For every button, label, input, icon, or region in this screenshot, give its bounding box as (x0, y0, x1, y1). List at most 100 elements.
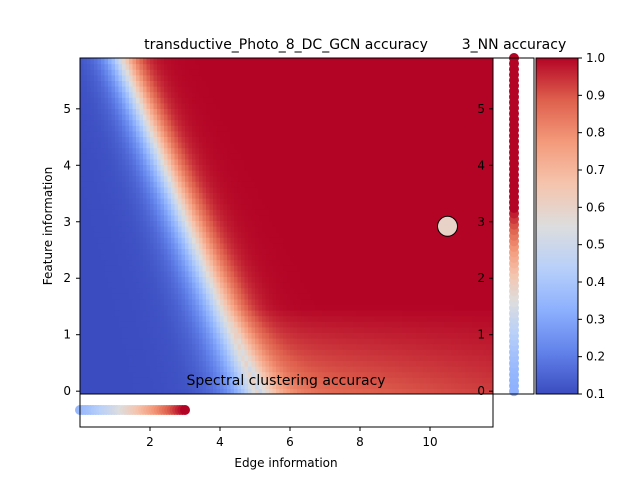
heatmap-cell (129, 270, 134, 277)
heatmap-cell (132, 91, 137, 98)
heatmap-cell (185, 97, 190, 104)
heatmap-cell (293, 158, 298, 165)
heatmap-cell (241, 164, 246, 171)
heatmap-cell (339, 282, 344, 289)
heatmap-cell (335, 377, 340, 384)
heatmap-cell (146, 209, 151, 216)
heatmap-cell (122, 242, 127, 249)
heatmap-cell (304, 287, 309, 294)
heatmap-cell (181, 338, 186, 345)
heatmap-cell (87, 147, 92, 154)
heatmap-cell (335, 338, 340, 345)
heatmap-cell (297, 354, 302, 361)
heatmap-cell (80, 248, 85, 255)
heatmap-cell (304, 80, 309, 87)
heatmap-cell (265, 80, 270, 87)
heatmap-cell (360, 343, 365, 350)
heatmap-cell (363, 164, 368, 171)
heatmap-cell (178, 80, 183, 87)
heatmap-cell (188, 338, 193, 345)
heatmap-cell (353, 214, 358, 221)
heatmap-cell (87, 304, 92, 311)
heatmap-cell (94, 181, 99, 188)
heatmap-cell (356, 114, 361, 121)
heatmap-cell (136, 74, 141, 81)
heatmap-cell (83, 198, 88, 205)
heatmap-cell (314, 226, 319, 233)
heatmap-cell (328, 153, 333, 160)
heatmap-cell (356, 388, 361, 394)
heatmap-cell (178, 354, 183, 361)
heatmap-cell (104, 192, 109, 199)
heatmap-cell (143, 265, 148, 272)
heatmap-cell (223, 164, 228, 171)
heatmap-cell (178, 97, 183, 104)
heatmap-cell (321, 203, 326, 210)
heatmap-cell (230, 248, 235, 255)
heatmap-cell (262, 343, 267, 350)
heatmap-cell (272, 102, 277, 109)
heatmap-cell (241, 366, 246, 373)
heatmap-cell (118, 153, 123, 160)
heatmap-cell (353, 119, 358, 126)
heatmap-cell (153, 304, 158, 311)
heatmap-cell (136, 388, 141, 394)
heatmap-cell (146, 237, 151, 244)
heatmap-cell (115, 343, 120, 350)
heatmap-cell (237, 136, 242, 143)
heatmap-cell (307, 287, 312, 294)
heatmap-cell (108, 192, 113, 199)
heatmap-cell (290, 153, 295, 160)
heatmap-cell (202, 377, 207, 384)
heatmap-cell (356, 125, 361, 132)
heatmap-cell (367, 382, 372, 389)
heatmap-cell (272, 186, 277, 193)
heatmap-cell (272, 366, 277, 373)
heatmap-cell (290, 231, 295, 238)
heatmap-cell (276, 114, 281, 121)
heatmap-cell (118, 270, 123, 277)
heatmap-cell (118, 338, 123, 345)
heatmap-cell (206, 237, 211, 244)
heatmap-cell (167, 130, 172, 137)
heatmap-cell (360, 198, 365, 205)
heatmap-cell (174, 377, 179, 384)
heatmap-cell (164, 321, 169, 328)
heatmap-cell (202, 366, 207, 373)
heatmap-cell (101, 136, 106, 143)
heatmap-cell (283, 338, 288, 345)
heatmap-cell (293, 198, 298, 205)
heatmap-cell (111, 304, 116, 311)
heatmap-cell (346, 248, 351, 255)
heatmap-cell (297, 338, 302, 345)
heatmap-cell (290, 326, 295, 333)
heatmap-cell (101, 248, 106, 255)
heatmap-cell (290, 287, 295, 294)
heatmap-cell (251, 86, 256, 93)
heatmap-cell (160, 220, 165, 227)
heatmap-cell (297, 287, 302, 294)
heatmap-cell (346, 310, 351, 317)
heatmap-cell (321, 102, 326, 109)
heatmap-cell (199, 220, 204, 227)
heatmap-cell (220, 102, 225, 109)
heatmap-cell (181, 86, 186, 93)
heatmap-cell (318, 63, 323, 70)
heatmap-cell (94, 366, 99, 373)
heatmap-cell (283, 315, 288, 322)
heatmap-cell (234, 153, 239, 160)
heatmap-cell (293, 377, 298, 384)
heatmap-cell (220, 125, 225, 132)
heatmap-cell (251, 74, 256, 81)
heatmap-cell (160, 203, 165, 210)
heatmap-cell (223, 332, 228, 339)
heatmap-cell (321, 287, 326, 294)
heatmap-cell (164, 181, 169, 188)
heatmap-cell (367, 349, 372, 356)
heatmap-cell (213, 209, 218, 216)
heatmap-cell (230, 80, 235, 87)
heatmap-cell (209, 343, 214, 350)
heatmap-cell (146, 214, 151, 221)
heatmap-cell (255, 259, 260, 266)
heatmap-cell (311, 354, 316, 361)
